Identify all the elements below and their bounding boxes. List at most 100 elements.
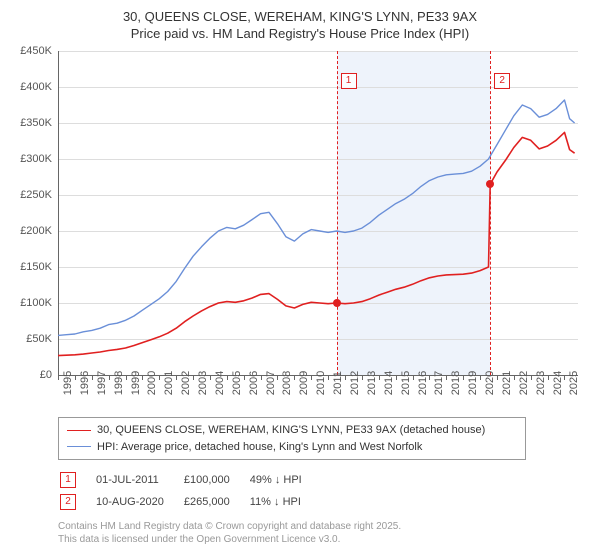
x-tick	[210, 375, 211, 380]
x-tick	[126, 375, 127, 380]
x-tick	[328, 375, 329, 380]
x-axis-label: 2015	[400, 371, 412, 395]
legend-swatch	[67, 446, 91, 447]
x-tick	[92, 375, 93, 380]
legend-label: HPI: Average price, detached house, King…	[97, 439, 422, 456]
x-tick	[413, 375, 414, 380]
legend: 30, QUEENS CLOSE, WEREHAM, KING'S LYNN, …	[58, 417, 526, 460]
x-tick	[379, 375, 380, 380]
x-axis-label: 2005	[231, 371, 243, 395]
y-axis-label: £350K	[12, 117, 52, 129]
x-axis-label: 1995	[62, 371, 74, 395]
series-hpi	[58, 100, 575, 335]
y-axis-label: £200K	[12, 225, 52, 237]
x-tick	[564, 375, 565, 380]
x-axis-label: 2009	[298, 371, 310, 395]
row-marker: 1	[60, 472, 76, 488]
series-red	[58, 133, 575, 356]
table-row: 1 01-JUL-2011£100,00049% ↓ HPI	[60, 470, 320, 490]
x-tick	[109, 375, 110, 380]
x-axis-label: 2014	[383, 371, 395, 395]
x-tick	[480, 375, 481, 380]
x-tick	[244, 375, 245, 380]
y-axis-label: £300K	[12, 153, 52, 165]
x-axis-label: 2011	[332, 371, 344, 395]
series-svg	[58, 51, 578, 375]
x-axis-label: 1996	[79, 371, 91, 395]
y-axis-label: £50K	[12, 333, 52, 345]
x-tick	[531, 375, 532, 380]
x-axis-label: 2023	[535, 371, 547, 395]
row-price: £265,000	[184, 492, 248, 512]
legend-label: 30, QUEENS CLOSE, WEREHAM, KING'S LYNN, …	[97, 422, 485, 439]
y-axis-label: £100K	[12, 297, 52, 309]
y-axis-label: £250K	[12, 189, 52, 201]
x-tick	[548, 375, 549, 380]
legend-item: HPI: Average price, detached house, King…	[67, 439, 517, 456]
x-axis-label: 2010	[315, 371, 327, 395]
chart-container: 30, QUEENS CLOSE, WEREHAM, KING'S LYNN, …	[0, 0, 600, 560]
chart-area: 12 £0 £50K £100K £150K £200K £250K £300K £350K £…	[14, 47, 586, 411]
x-axis-label: 2004	[214, 371, 226, 395]
x-axis-label: 2024	[552, 371, 564, 395]
table-row: 2 10-AUG-2020£265,00011% ↓ HPI	[60, 492, 320, 512]
x-tick	[142, 375, 143, 380]
y-axis-label: £400K	[12, 81, 52, 93]
legend-swatch	[67, 430, 91, 431]
footer-line-2: This data is licensed under the Open Gov…	[58, 533, 586, 546]
x-axis-label: 2003	[197, 371, 209, 395]
x-axis-label: 1998	[113, 371, 125, 395]
row-pct: 49% ↓ HPI	[250, 470, 320, 490]
footer: Contains HM Land Registry data © Crown c…	[58, 520, 586, 546]
x-axis-label: 2000	[146, 371, 158, 395]
x-axis-label: 2019	[467, 371, 479, 395]
row-date: 10-AUG-2020	[96, 492, 182, 512]
x-axis-label: 2007	[265, 371, 277, 395]
x-tick	[446, 375, 447, 380]
x-tick	[429, 375, 430, 380]
x-axis-label: 1999	[130, 371, 142, 395]
x-tick	[463, 375, 464, 380]
legend-item: 30, QUEENS CLOSE, WEREHAM, KING'S LYNN, …	[67, 422, 517, 439]
x-tick	[58, 375, 59, 380]
x-tick	[311, 375, 312, 380]
x-axis-label: 2025	[568, 371, 580, 395]
x-axis-label: 2001	[163, 371, 175, 395]
x-tick	[294, 375, 295, 380]
x-tick	[345, 375, 346, 380]
data-point-marker	[486, 180, 494, 188]
x-tick	[176, 375, 177, 380]
x-tick	[497, 375, 498, 380]
x-axis-label: 2020	[484, 371, 496, 395]
x-axis-label: 2017	[433, 371, 445, 395]
x-axis-label: 2002	[180, 371, 192, 395]
x-tick	[227, 375, 228, 380]
page-title: 30, QUEENS CLOSE, WEREHAM, KING'S LYNN, …	[14, 8, 586, 26]
x-axis-label: 2013	[366, 371, 378, 395]
row-price: £100,000	[184, 470, 248, 490]
x-tick	[277, 375, 278, 380]
x-tick	[193, 375, 194, 380]
x-axis-label: 1997	[96, 371, 108, 395]
page-subtitle: Price paid vs. HM Land Registry's House …	[14, 26, 586, 41]
transactions-table: 1 01-JUL-2011£100,00049% ↓ HPI 2 10-AUG-202…	[58, 468, 322, 514]
plot: 12	[58, 51, 578, 375]
x-tick	[396, 375, 397, 380]
row-pct: 11% ↓ HPI	[250, 492, 320, 512]
footer-line-1: Contains HM Land Registry data © Crown c…	[58, 520, 586, 533]
x-axis-label: 2016	[417, 371, 429, 395]
x-tick	[159, 375, 160, 380]
x-tick	[75, 375, 76, 380]
x-axis-label: 2022	[518, 371, 530, 395]
y-axis-label: £0	[12, 369, 52, 381]
x-axis-label: 2021	[501, 371, 513, 395]
y-axis-label: £450K	[12, 45, 52, 57]
x-axis-label: 2008	[281, 371, 293, 395]
x-tick	[362, 375, 363, 380]
x-axis-label: 2012	[349, 371, 361, 395]
x-axis-label: 2018	[450, 371, 462, 395]
data-point-marker	[333, 299, 341, 307]
y-axis-label: £150K	[12, 261, 52, 273]
row-date: 01-JUL-2011	[96, 470, 182, 490]
row-marker: 2	[60, 494, 76, 510]
